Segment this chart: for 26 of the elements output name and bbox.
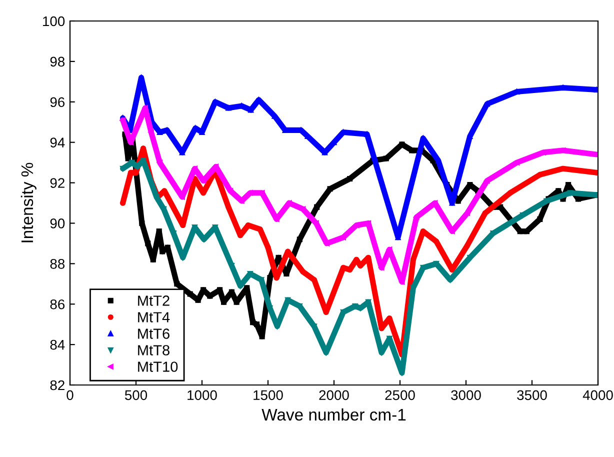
legend-label: MtT4: [138, 312, 170, 322]
x-axis-title: Wave number cm-1: [262, 408, 406, 421]
x-tick-label: 0: [66, 390, 74, 400]
legend-label: MtT2: [138, 296, 170, 306]
x-tick-label: 1500: [254, 390, 283, 400]
y-tick-label: 94: [50, 138, 65, 148]
x-tick-label: 4000: [582, 390, 613, 400]
y-tick-label: 82: [50, 380, 64, 390]
x-tick-label: 500: [124, 390, 148, 400]
legend-label: MtT6: [138, 328, 170, 339]
legend-label: MtT8: [138, 345, 170, 356]
x-tick-label: 2500: [385, 390, 415, 400]
x-tick-label: 1000: [188, 390, 217, 400]
y-tick-label: 92: [50, 178, 64, 188]
y-tick-label: 96: [50, 97, 65, 108]
legend-label: MtT10: [138, 362, 178, 372]
y-tick-label: 98: [50, 56, 65, 67]
y-axis-title: Intensity %: [20, 162, 36, 242]
x-tick-label: 3000: [451, 390, 481, 400]
y-tick-label: 86: [50, 299, 65, 310]
y-tick-label: 88: [50, 259, 65, 269]
x-tick-label: 2000: [319, 390, 349, 400]
y-tick-label: 84: [50, 340, 65, 350]
y-tick-label: 90: [50, 218, 65, 228]
x-tick-label: 3500: [517, 390, 547, 400]
y-tick-label: 100: [43, 16, 65, 26]
